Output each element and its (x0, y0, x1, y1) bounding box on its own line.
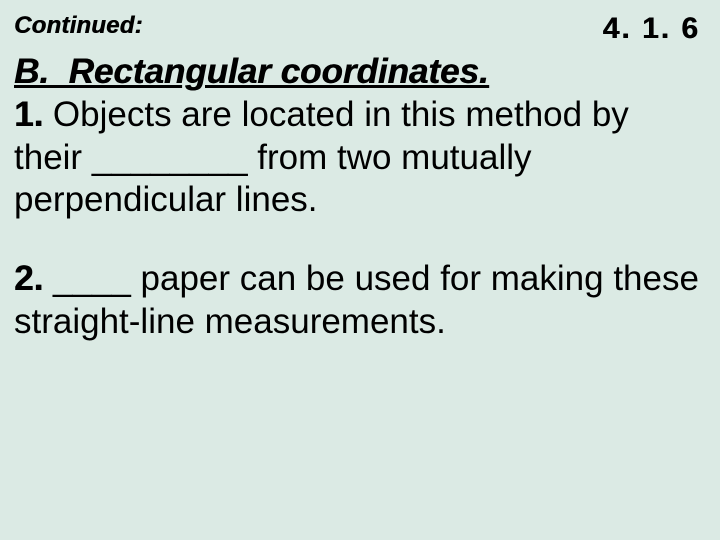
item-2-number: 2. (14, 259, 43, 298)
section-number: 4. 1. 6 (603, 12, 700, 46)
item-1: 1. Objects are located in this method by… (14, 94, 700, 222)
slide-header: Continued: 4. 1. 6 (14, 12, 700, 46)
item-1-number: 1. (14, 95, 43, 134)
section-title-text: Rectangular coordinates (68, 52, 478, 91)
section-label: B. (14, 52, 49, 91)
section-title: B. Rectangular coordinates. (14, 52, 700, 92)
item-2-blank: ____ (53, 259, 131, 298)
continued-label: Continued: (14, 12, 143, 40)
item-2: 2. ____ paper can be used for making the… (14, 258, 700, 343)
item-2-text-before (43, 259, 53, 298)
item-1-blank: ________ (92, 138, 248, 177)
